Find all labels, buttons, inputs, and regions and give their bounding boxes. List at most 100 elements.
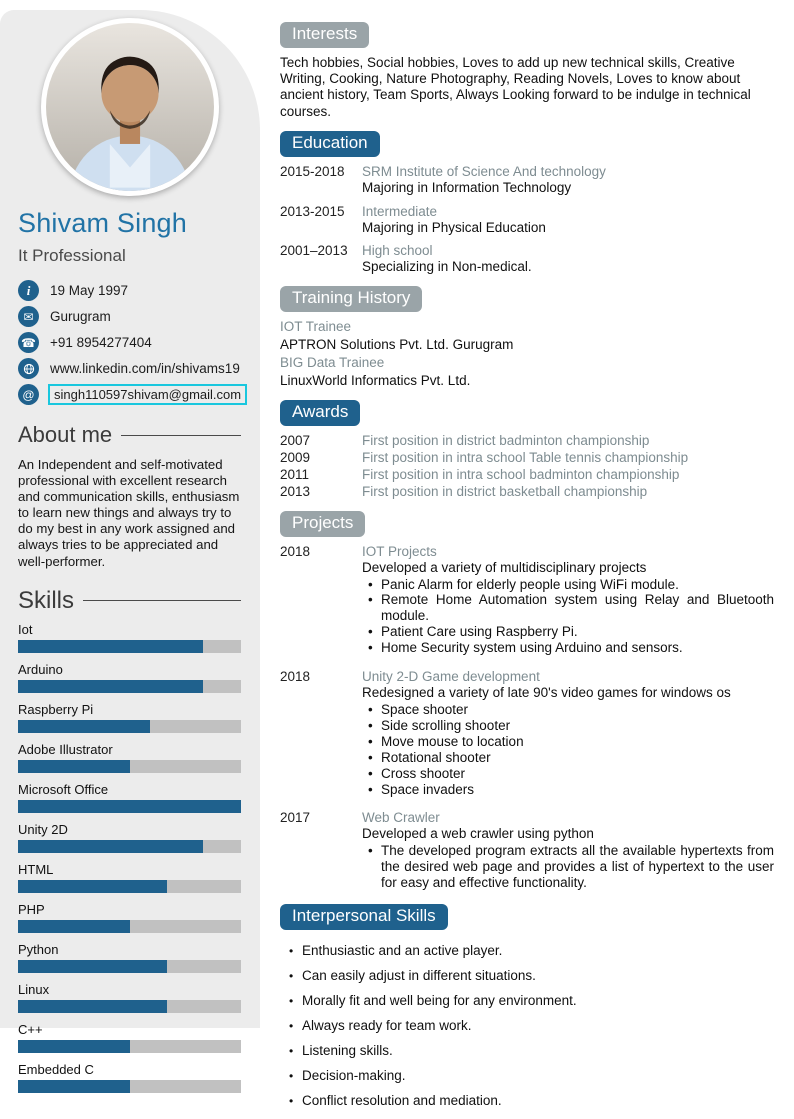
location-text: Gurugram	[50, 309, 111, 324]
interpersonal-item: Listening skills.	[288, 1043, 774, 1058]
interpersonal-item: Enthusiastic and an active player.	[288, 943, 774, 958]
skill-item: Unity 2D	[18, 822, 241, 853]
contact-birthdate: i 19 May 1997	[18, 280, 241, 301]
section-interests: Interests Tech hobbies, Social hobbies, …	[280, 22, 774, 120]
email-text[interactable]: singh110597shivam@gmail.com	[48, 384, 248, 405]
project-bullet: Space shooter	[366, 702, 774, 718]
award-year: 2009	[280, 449, 311, 465]
project-bullets: Space shooter Side scrolling shooter Mov…	[362, 702, 774, 798]
skill-bar-fill	[18, 679, 204, 693]
at-icon: @	[18, 384, 39, 405]
skill-label: Embedded C	[18, 1061, 94, 1077]
project-title: Unity 2-D Game development	[362, 669, 540, 685]
skills-list: Iot Arduino Raspberry Pi Adobe Illustrat…	[18, 622, 241, 1093]
linkedin-url[interactable]: www.linkedin.com/in/shivams19	[50, 361, 240, 376]
contact-linkedin[interactable]: www.linkedin.com/in/shivams19	[18, 358, 241, 379]
project-bullet: The developed program extracts all the a…	[366, 843, 774, 891]
section-heading-interests: Interests	[280, 22, 370, 48]
project-bullets: The developed program extracts all the a…	[362, 843, 774, 891]
main-column: Interests Tech hobbies, Social hobbies, …	[280, 0, 774, 1119]
phone-icon: ☎	[18, 332, 39, 353]
skill-bar-fill	[18, 959, 168, 973]
heading-rule	[121, 434, 241, 436]
project-bullet: Rotational shooter	[366, 750, 774, 766]
skill-item: Arduino	[18, 662, 241, 693]
person-name: Shivam Singh	[18, 208, 187, 238]
project-bullet: Side scrolling shooter	[366, 718, 774, 734]
skill-item: Raspberry Pi	[18, 702, 241, 733]
profile-photo-illustration	[45, 23, 214, 191]
skill-bar	[18, 919, 241, 933]
skill-item: HTML	[18, 862, 241, 893]
skill-item: Adobe Illustrator	[18, 742, 241, 773]
training-company: LinuxWorld Informatics Pvt. Ltd.	[280, 373, 471, 389]
award-text: First position in district badminton cha…	[362, 432, 650, 448]
interpersonal-list: Enthusiastic and an active player. Can e…	[288, 943, 774, 1108]
skill-label: Adobe Illustrator	[18, 741, 113, 757]
skill-item: PHP	[18, 902, 241, 933]
skill-bar-fill	[18, 759, 130, 773]
skill-item: Python	[18, 942, 241, 973]
education-school: High school	[362, 243, 433, 259]
skill-bar-fill	[18, 639, 204, 653]
section-education: Education 2015-2018 SRM Institute of Sci…	[280, 130, 774, 276]
project-subtitle: Developed a web crawler using python	[362, 826, 594, 842]
section-projects: Projects 2018 IOT Projects Developed a v…	[280, 510, 774, 891]
interpersonal-item: Can easily adjust in different situation…	[288, 968, 774, 983]
skill-bar-fill	[18, 1079, 130, 1093]
education-school: Intermediate	[362, 203, 438, 219]
project-entry: 2018 IOT Projects Developed a variety of…	[280, 544, 774, 656]
skill-bar	[18, 959, 241, 973]
project-year: 2018	[280, 669, 311, 685]
skill-bar-fill	[18, 1039, 130, 1053]
skill-bar-fill	[18, 799, 241, 813]
skill-label: HTML	[18, 861, 54, 877]
section-heading-projects: Projects	[280, 510, 366, 537]
skill-label: PHP	[18, 901, 45, 917]
contact-email[interactable]: @ singh110597shivam@gmail.com	[18, 384, 248, 405]
job-title: It Professional	[18, 246, 126, 265]
education-years: 2013-2015	[280, 203, 345, 219]
award-year: 2007	[280, 432, 311, 448]
education-detail: SRM Institute of Science And technology …	[362, 164, 774, 196]
project-bullet: Panic Alarm for elderly people using WiF…	[366, 577, 774, 593]
project-bullet: Home Security system using Arduino and s…	[366, 640, 774, 656]
skill-bar	[18, 999, 241, 1013]
skill-bar-fill	[18, 719, 150, 733]
profile-photo	[40, 18, 219, 196]
education-years: 2001–2013	[280, 243, 348, 259]
skills-heading: Skills	[18, 587, 241, 615]
education-entry: 2001–2013 High school Specializing in No…	[280, 243, 774, 275]
interpersonal-item: Decision-making.	[288, 1068, 774, 1083]
skill-label: Arduino	[18, 661, 63, 677]
interpersonal-item: Always ready for team work.	[288, 1018, 774, 1033]
project-bullet: Space invaders	[366, 782, 774, 798]
project-bullet: Patient Care using Raspberry Pi.	[366, 624, 774, 640]
skill-bar	[18, 879, 241, 893]
skill-label: Iot	[18, 621, 33, 637]
info-icon: i	[18, 280, 39, 301]
heading-rule	[83, 600, 241, 602]
award-entry: 2013 First position in district basketba…	[280, 484, 774, 500]
skill-bar	[18, 679, 241, 693]
skill-item: C++	[18, 1022, 241, 1053]
project-entry: 2018 Unity 2-D Game development Redesign…	[280, 669, 774, 797]
sidebar: Shivam Singh It Professional i 19 May 19…	[0, 10, 260, 1093]
birthdate-text: 19 May 1997	[50, 283, 129, 298]
contact-location: ✉ Gurugram	[18, 306, 241, 327]
skill-bar	[18, 719, 241, 733]
skill-label: Linux	[18, 981, 50, 997]
skill-bar	[18, 639, 241, 653]
skill-bar-fill	[18, 879, 168, 893]
globe-icon	[18, 358, 39, 379]
project-detail: Unity 2-D Game development Redesigned a …	[362, 669, 774, 797]
training-role: BIG Data Trainee	[280, 355, 385, 371]
training-company: APTRON Solutions Pvt. Ltd. Gurugram	[280, 337, 514, 353]
section-heading-awards: Awards	[280, 399, 361, 426]
skill-bar-fill	[18, 919, 130, 933]
skill-item: Linux	[18, 982, 241, 1013]
skill-label: Raspberry Pi	[18, 701, 94, 717]
project-bullets: Panic Alarm for elderly people using WiF…	[362, 577, 774, 657]
training-role: IOT Trainee	[280, 319, 352, 335]
skill-label: Python	[18, 941, 59, 957]
